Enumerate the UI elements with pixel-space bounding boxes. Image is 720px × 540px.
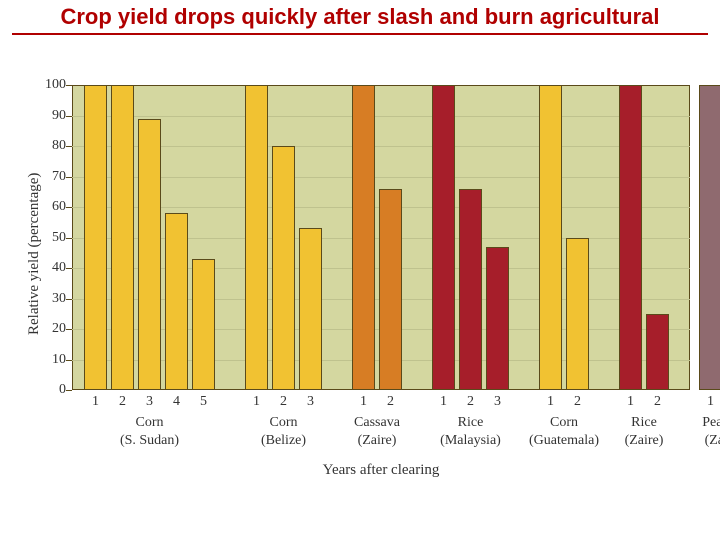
bar — [352, 85, 375, 390]
ytick-label: 0 — [26, 382, 72, 398]
group-label: Corn(Belize) — [261, 390, 306, 449]
bar — [459, 189, 482, 390]
group-label-sub: (S. Sudan) — [120, 432, 179, 450]
bar — [539, 85, 562, 390]
bar — [245, 85, 268, 390]
bar — [299, 228, 322, 390]
group-label-name: Peanuts — [702, 414, 720, 432]
bar — [138, 119, 161, 390]
ytick-label: 10 — [26, 352, 72, 368]
page-title: Crop yield drops quickly after slash and… — [0, 4, 720, 35]
title-underline — [12, 33, 708, 35]
group-label-name: Cassava — [354, 414, 400, 432]
bar — [165, 213, 188, 390]
bar — [486, 247, 509, 390]
bar — [432, 85, 455, 390]
group-label-name: Corn — [529, 414, 599, 432]
bar — [699, 85, 720, 390]
gridline — [72, 146, 690, 147]
bar — [646, 314, 669, 390]
group-label-sub: (Belize) — [261, 432, 306, 450]
bar — [272, 146, 295, 390]
bar — [619, 85, 642, 390]
bar — [84, 85, 107, 390]
gridline — [72, 177, 690, 178]
group-label: Rice(Malaysia) — [440, 390, 501, 449]
xtick-label: 1 — [253, 390, 260, 410]
group-label: Corn(S. Sudan) — [120, 390, 179, 449]
ytick-label: 100 — [26, 77, 72, 93]
group-label-sub: (Guatemala) — [529, 432, 599, 450]
y-axis-label: Relative yield (percentage) — [26, 173, 43, 335]
group-label-name: Corn — [261, 414, 306, 432]
group-label: Corn(Guatemala) — [529, 390, 599, 449]
bar — [111, 85, 134, 390]
title-text: Crop yield drops quickly after slash and… — [60, 4, 659, 29]
group-label-name: Rice — [440, 414, 501, 432]
gridline — [72, 116, 690, 117]
group-label-name: Corn — [120, 414, 179, 432]
xtick-label: 5 — [200, 390, 207, 410]
group-label-name: Rice — [625, 414, 664, 432]
plot-area: 010203040506070809010012345Corn(S. Sudan… — [72, 85, 690, 390]
ytick-label: 80 — [26, 138, 72, 154]
bar — [192, 259, 215, 390]
bar — [566, 238, 589, 391]
xtick-label: 1 — [92, 390, 99, 410]
group-label: Peanuts(Zaire) — [702, 390, 720, 449]
bar — [379, 189, 402, 390]
ytick-label: 90 — [26, 108, 72, 124]
group-label-sub: (Zaire) — [354, 432, 400, 450]
group-label: Rice(Zaire) — [625, 390, 664, 449]
group-label-sub: (Zaire) — [625, 432, 664, 450]
group-label-sub: (Zaire) — [702, 432, 720, 450]
x-axis-label: Years after clearing — [72, 462, 690, 479]
group-label: Cassava(Zaire) — [354, 390, 400, 449]
xtick-label: 3 — [307, 390, 314, 410]
crop-yield-chart: 010203040506070809010012345Corn(S. Sudan… — [10, 75, 710, 515]
group-label-sub: (Malaysia) — [440, 432, 501, 450]
